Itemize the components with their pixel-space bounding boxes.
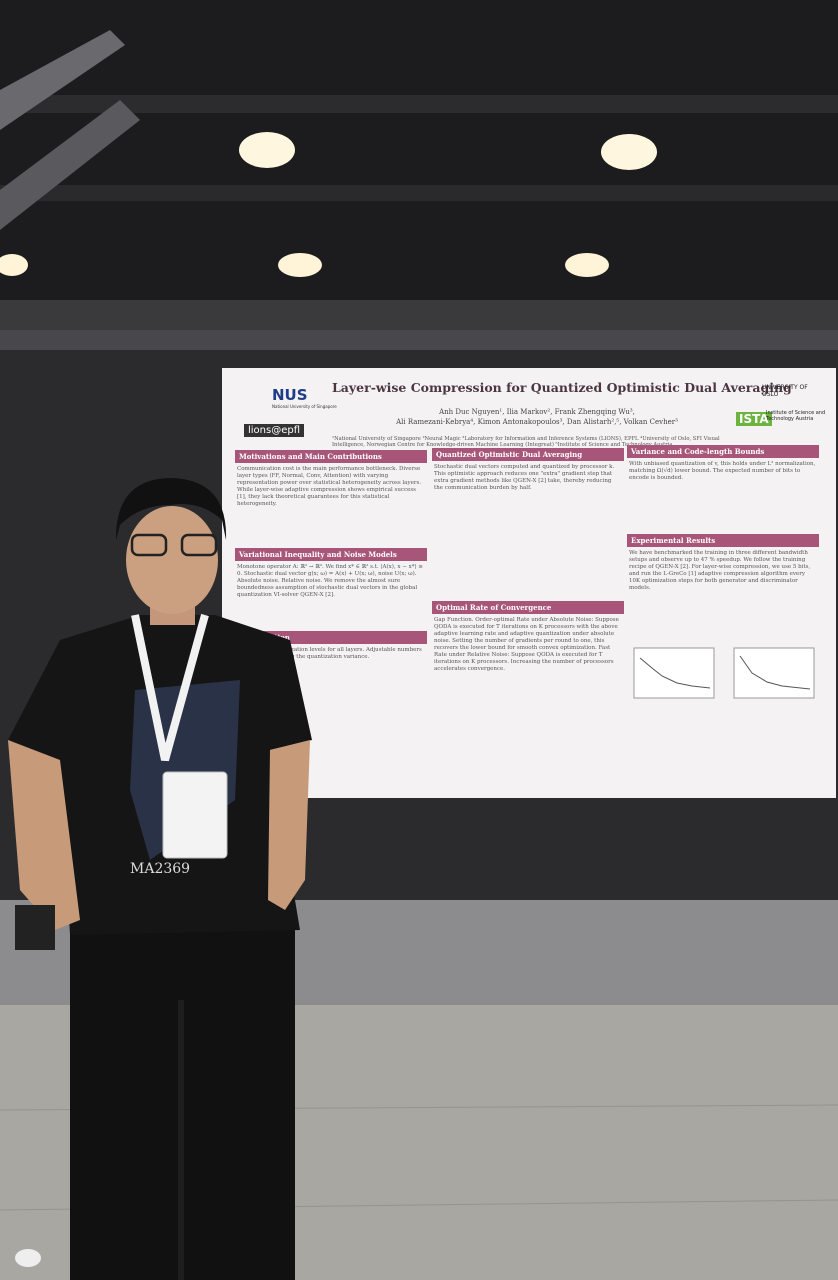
section-heading: Experimental Results	[627, 534, 819, 547]
lanyard	[131, 613, 209, 762]
section: Optimal Rate of Convergence Gap Function.…	[432, 601, 624, 676]
section-heading: Variational Inequality and Noise Models	[235, 548, 427, 561]
logo: Institute of Science and Technology Aust…	[766, 410, 826, 422]
logo: lions@epfl	[244, 424, 305, 437]
hair	[115, 478, 227, 540]
arm	[268, 740, 310, 910]
light	[278, 253, 322, 277]
glasses	[130, 533, 168, 557]
shirt-text: MA2369	[130, 861, 190, 877]
section-heading: Quantized Optimistic Dual Averaging	[432, 448, 624, 461]
arm	[8, 740, 80, 930]
section-body: Gap Function. Order-optimal Rate under A…	[434, 617, 619, 672]
section-heading: Variance and Code-length Bounds	[627, 445, 819, 458]
ceiling-beam	[0, 300, 838, 330]
affiliations: ¹National University of Singapore ²Neura…	[332, 436, 720, 448]
logo: UNIVERSITY OF OSLO	[762, 384, 808, 398]
poster-title: Layer-wise Compression for Quantized Opt…	[332, 380, 792, 395]
ceiling-beam	[0, 95, 838, 113]
background-person	[15, 905, 55, 950]
light	[601, 134, 657, 170]
ceiling-beam	[0, 185, 838, 201]
authors: Anh Duc Nguyen¹, Ilia Markov², Frank Zhe…	[439, 408, 635, 416]
section-body: Communication cost is the main performan…	[237, 466, 422, 507]
glasses	[180, 533, 218, 557]
ceiling	[0, 0, 838, 330]
section-body: We have benchmarked the training in thre…	[629, 550, 811, 591]
section-heading: Motivations and Main Contributions	[235, 450, 427, 463]
light	[239, 132, 295, 168]
section: Quantized Optimistic Dual Averaging Stoch…	[432, 448, 624, 495]
section: Variance and Code-length Bounds With unbi…	[627, 445, 819, 485]
logo: National University of Singapore	[272, 404, 337, 409]
cup	[15, 1249, 41, 1267]
logo: ISTA	[736, 412, 772, 426]
section-body: Stochastic dual vectors computed and qua…	[434, 464, 615, 491]
duct	[0, 100, 140, 230]
section: Motivations and Main Contributions Commun…	[235, 450, 427, 511]
logo: NUS	[272, 386, 308, 404]
section-heading: Optimal Rate of Convergence	[432, 601, 624, 614]
section: Variational Inequality and Noise Models M…	[235, 548, 427, 602]
duct	[0, 30, 125, 130]
light	[0, 254, 28, 276]
section: Experimental Results We have benchmarked …	[627, 534, 819, 595]
section-body: Monotone operator A: ℝᵈ → ℝᵈ. We find x*…	[237, 564, 423, 598]
light	[565, 253, 609, 277]
badge	[162, 771, 228, 859]
wall-top	[0, 330, 838, 350]
pants-gap	[178, 1000, 184, 1280]
authors: Ali Ramezani-Kebrya⁴, Kimon Antonakopoul…	[396, 418, 678, 426]
section-body: Sequence of quantization levels for all …	[237, 647, 422, 660]
section-body: With unbiased quantization of v, this ho…	[629, 461, 816, 481]
face	[126, 506, 218, 614]
